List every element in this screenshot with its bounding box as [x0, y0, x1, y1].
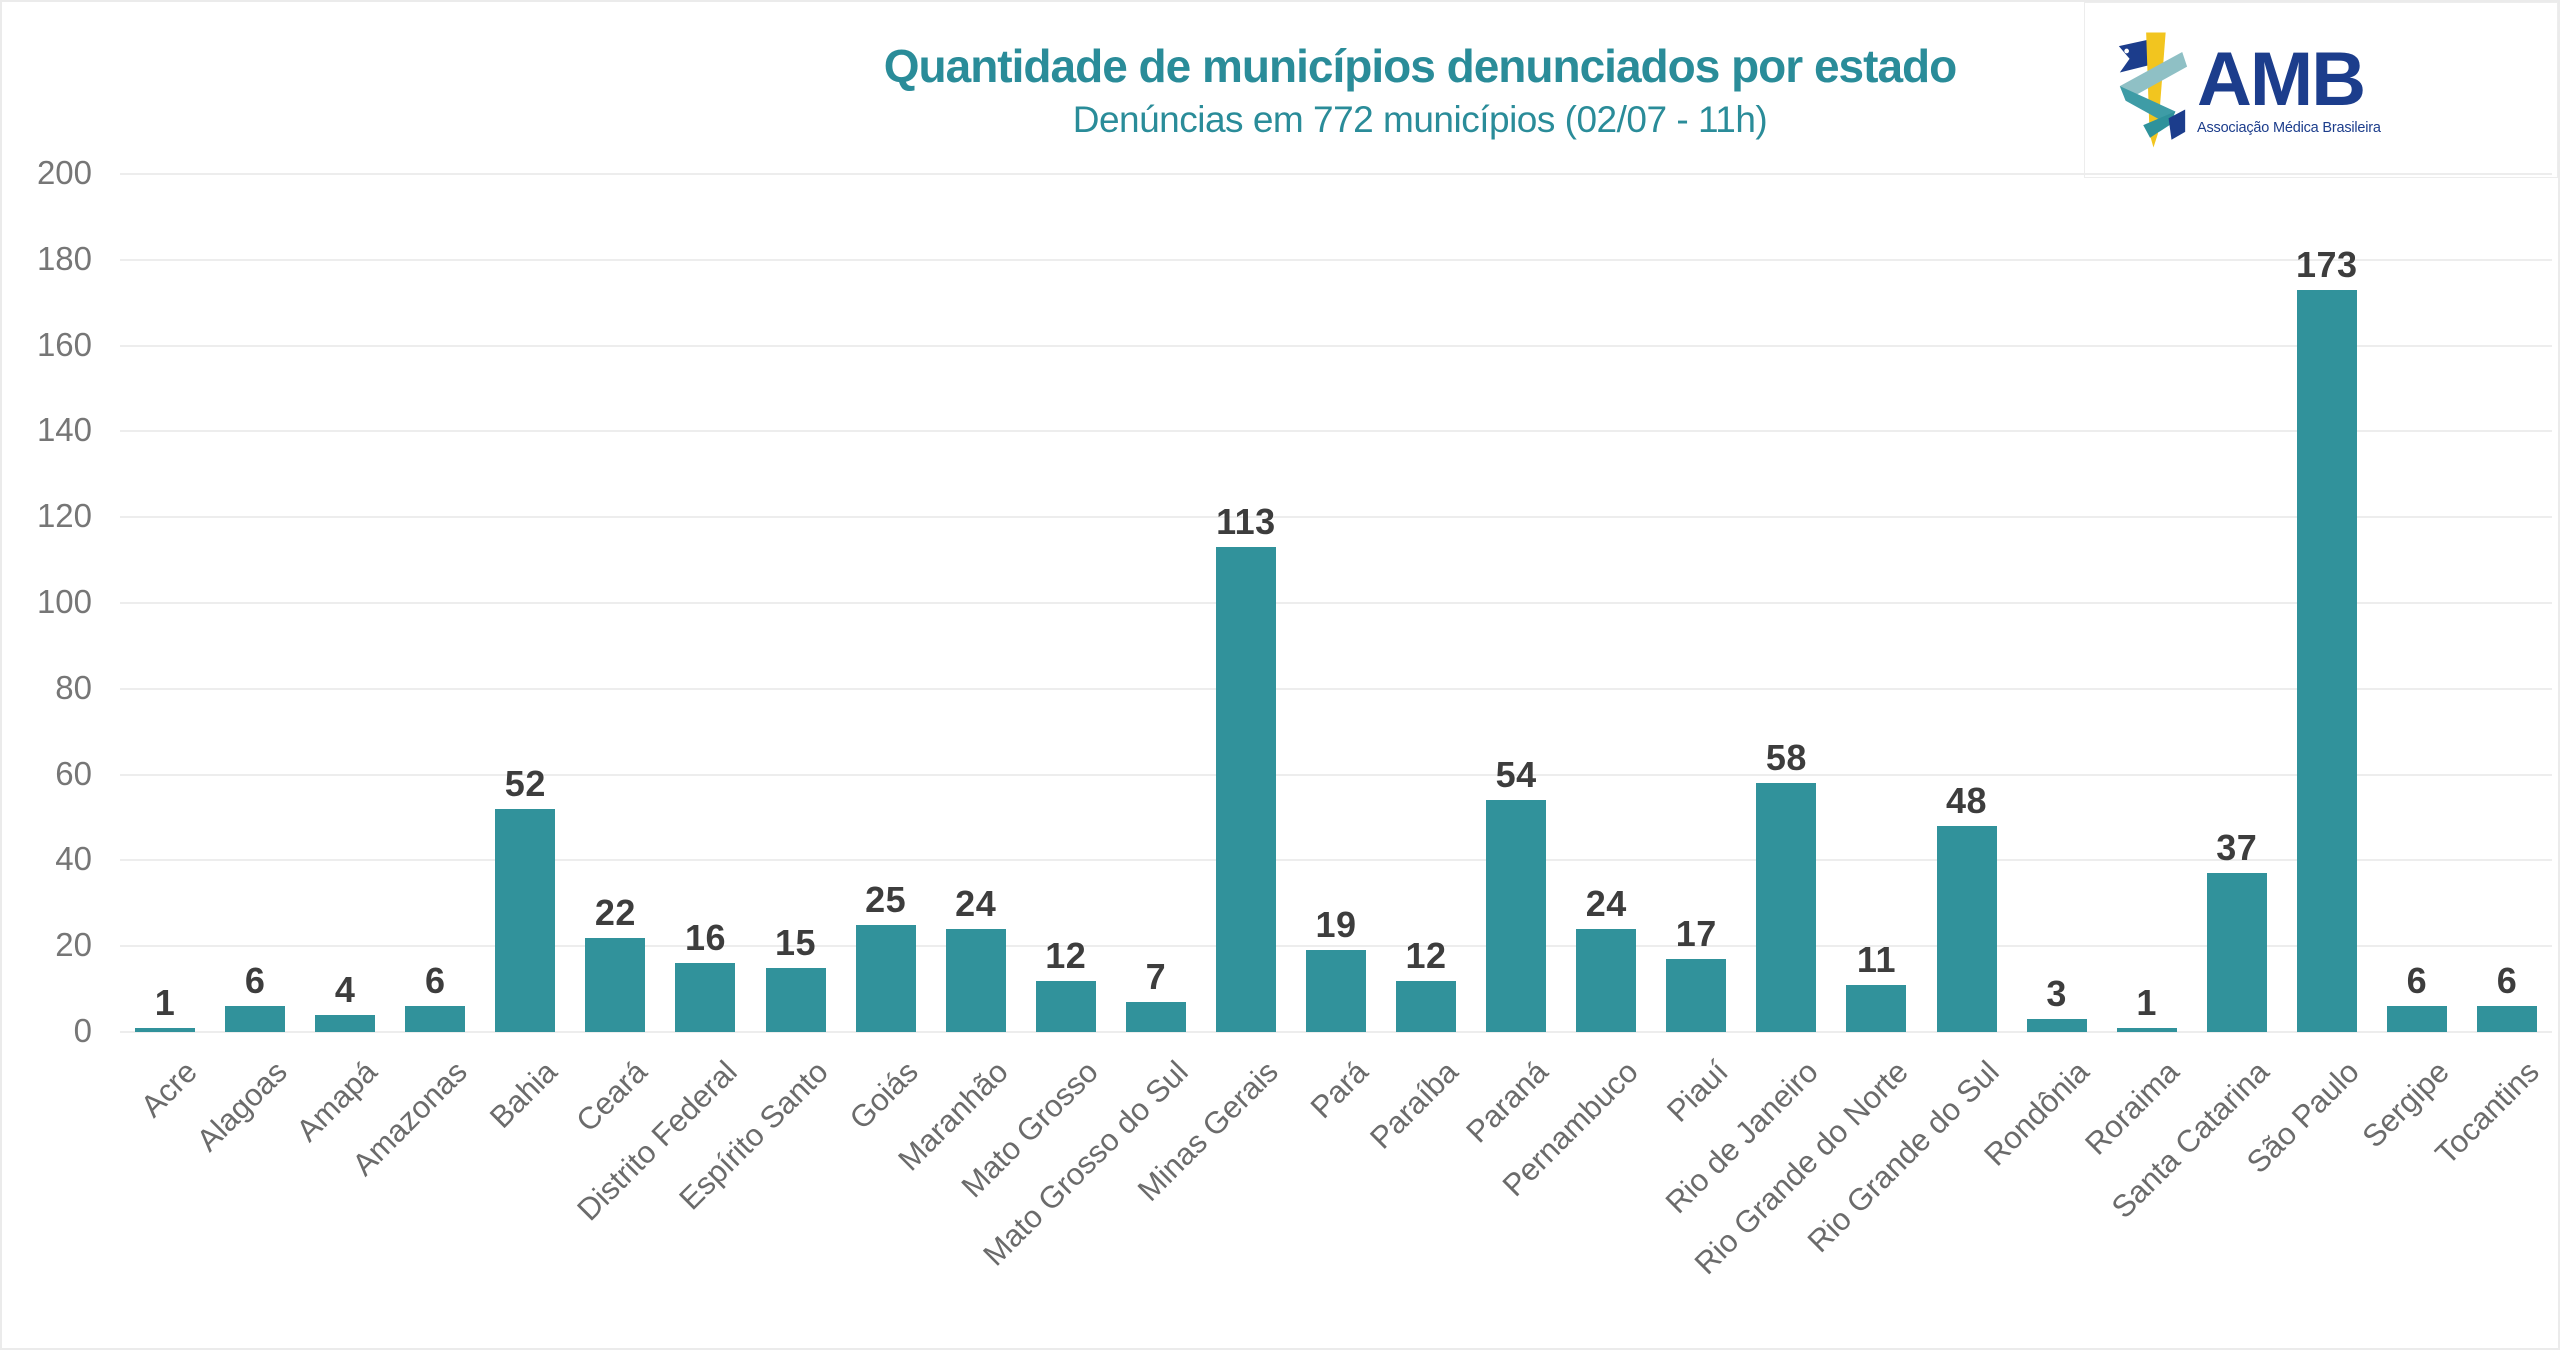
bar [2206, 873, 2267, 1032]
bar-value-label: 6 [2406, 960, 2428, 1002]
y-axis-tick-label: 200 [36, 154, 92, 191]
y-axis-tick-label: 120 [36, 497, 92, 535]
bar-value-label: 113 [1216, 501, 1276, 543]
bar [945, 929, 1006, 1032]
bar [1846, 984, 1907, 1032]
bar-value-label: 15 [775, 921, 817, 963]
y-axis-tick-label: 100 [36, 583, 92, 620]
bar-value-label: 24 [955, 883, 997, 925]
bar-value-label: 4 [334, 968, 356, 1010]
gridline [120, 859, 2552, 862]
y-axis-tick-label: 160 [36, 325, 92, 363]
bar [765, 967, 826, 1032]
bar-value-label: 3 [2046, 973, 2067, 1015]
bar-value-label: 6 [244, 960, 266, 1002]
bar [1486, 800, 1547, 1032]
bar [2026, 1019, 2087, 1032]
bar-value-label: 6 [424, 960, 446, 1002]
amb-logo: AMB Associação Médica Brasileira [2084, 2, 2558, 178]
bar [2476, 1006, 2537, 1032]
gridline [120, 773, 2552, 776]
bar-value-label: 58 [1765, 737, 1807, 779]
gridline [120, 430, 2552, 433]
gridline [120, 687, 2552, 690]
bar [1666, 959, 1727, 1032]
amb-logo-fullname: Associação Médica Brasileira [2197, 120, 2381, 137]
bar-value-label: 1 [154, 981, 176, 1023]
bar [1035, 980, 1096, 1032]
bar [2116, 1027, 2177, 1032]
bar-value-label: 22 [594, 891, 636, 933]
bar-value-label: 1 [2136, 981, 2157, 1023]
bar-value-label: 173 [2296, 243, 2358, 285]
bar-value-label: 11 [1856, 938, 1896, 980]
gridline [120, 1031, 2552, 1033]
bar-value-label: 52 [504, 762, 546, 804]
y-axis-tick-label: 20 [55, 926, 92, 964]
bar [495, 808, 556, 1032]
bar [1756, 783, 1817, 1032]
bar [225, 1006, 286, 1032]
bar-value-label: 17 [1675, 913, 1717, 955]
bar-value-label: 19 [1315, 904, 1357, 946]
amb-logo-text: AMB Associação Médica Brasileira [2197, 36, 2381, 137]
bar-value-label: 12 [1405, 934, 1447, 976]
bar [1306, 950, 1366, 1032]
bar-value-label: 7 [1145, 955, 1167, 997]
y-axis-tick-label: 180 [36, 239, 92, 277]
bar [135, 1027, 196, 1032]
bar-value-label: 16 [684, 917, 726, 959]
y-axis-tick-label: 0 [73, 1012, 92, 1049]
bar [675, 963, 736, 1032]
amb-caduceus-icon [2118, 32, 2188, 148]
bar-value-label: 48 [1945, 780, 1988, 822]
amb-logo-acronym: AMB [2197, 36, 2366, 122]
gridline [120, 602, 2552, 604]
y-axis-tick-label: 140 [36, 411, 92, 449]
bar-value-label: 25 [865, 878, 907, 920]
bar [315, 1014, 376, 1032]
gridline [120, 173, 2552, 175]
bar [2386, 1006, 2447, 1032]
bar [405, 1006, 466, 1032]
bar [855, 924, 916, 1032]
bar [1576, 929, 1637, 1032]
gridline [120, 945, 2552, 948]
y-axis-tick-label: 40 [55, 840, 92, 878]
bar-value-label: 54 [1495, 754, 1537, 796]
bar [1936, 826, 1997, 1032]
bar-value-label: 6 [2496, 960, 2518, 1002]
bar-value-label: 12 [1045, 934, 1087, 976]
gridline [120, 516, 2552, 519]
bar-value-label: 24 [1585, 883, 1627, 925]
bar [1396, 980, 1457, 1032]
bar [2296, 289, 2357, 1032]
gridline [120, 344, 2552, 347]
bar [1215, 547, 1276, 1032]
gridline [120, 258, 2552, 261]
y-axis-tick-label: 80 [55, 668, 92, 706]
y-axis-tick-label: 60 [55, 754, 92, 792]
bar [585, 937, 646, 1032]
bar-value-label: 37 [2216, 827, 2258, 869]
bar [1125, 1001, 1186, 1032]
